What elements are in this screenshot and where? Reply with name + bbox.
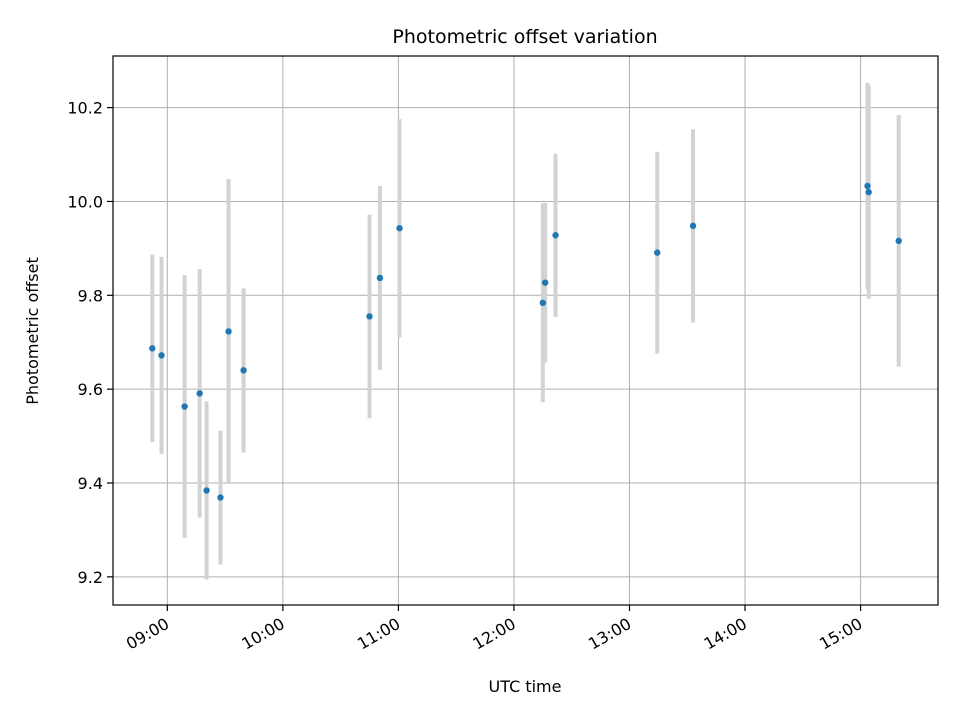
plot-frame [112, 55, 939, 606]
data-point [181, 403, 188, 410]
data-point [240, 367, 247, 374]
data-point [225, 328, 232, 335]
y-tick-label: 9.8 [78, 286, 103, 305]
chart-title: Photometric offset variation [392, 26, 657, 48]
y-tick-label: 9.6 [78, 380, 103, 399]
y-axis-ticks: 9.2 9.4 9.6 9.8 10.0 10.2 [67, 99, 113, 587]
data-point [366, 313, 373, 320]
data-point [396, 225, 403, 232]
data-point [203, 487, 210, 494]
data-point [149, 345, 156, 352]
data-point [217, 494, 224, 501]
data-point [196, 390, 203, 397]
y-tick-label: 9.2 [78, 568, 103, 587]
y-axis-label: Photometric offset [23, 257, 42, 405]
data-point [895, 237, 902, 245]
data-point [654, 249, 661, 256]
y-tick-label: 10.0 [67, 192, 103, 211]
data-point [689, 222, 697, 230]
data-point [552, 232, 559, 239]
data-points [149, 182, 902, 501]
data-point [864, 182, 871, 190]
data-point [865, 188, 872, 196]
data-point [541, 279, 549, 286]
y-tick-label: 9.4 [78, 474, 103, 493]
data-point [539, 299, 547, 307]
y-tick-label: 10.2 [67, 99, 103, 118]
x-axis-label: UTC time [489, 677, 562, 696]
data-point [376, 274, 384, 282]
data-point [158, 352, 165, 359]
